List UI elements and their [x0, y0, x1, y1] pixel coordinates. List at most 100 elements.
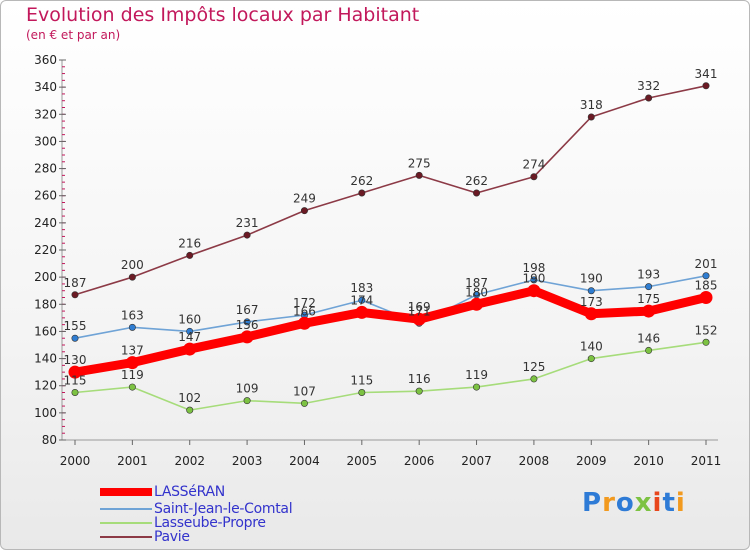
- data-label-lasseube-propre: 102: [178, 391, 201, 405]
- data-label-pavie: 341: [695, 67, 718, 81]
- data-label-layer: 130 137 147 156 166 174 169 180 190 173 175 185 155 1…: [64, 67, 718, 405]
- data-point-pavie: [243, 231, 251, 239]
- series-line-lasseube-propre: [74, 341, 707, 411]
- data-point-lasseran: [125, 356, 139, 370]
- data-point-lasseube-propre: [243, 397, 251, 405]
- y-tick-label: 220: [34, 243, 57, 257]
- legend-label-pavie: Pavie: [154, 529, 190, 545]
- data-point-saint-jean-le-comtal: [587, 287, 595, 295]
- x-tick-label: 2011: [691, 454, 722, 468]
- series-line-pavie: [74, 84, 707, 296]
- data-label-lasseran: 173: [580, 295, 603, 309]
- data-point-saint-jean-le-comtal: [645, 283, 653, 291]
- data-label-lasseube-propre: 125: [522, 360, 545, 374]
- x-tick-label: 2005: [347, 454, 378, 468]
- data-point-lasseube-propre: [128, 383, 136, 391]
- data-point-saint-jean-le-comtal: [128, 323, 136, 331]
- x-tick-label: 2001: [117, 454, 148, 468]
- y-tick-label: 160: [34, 324, 57, 338]
- data-label-saint-jean-le-comtal: 198: [522, 261, 545, 275]
- legend-swatch-saint-jean-le-comtal: [100, 508, 152, 510]
- data-label-lasseran: 175: [637, 292, 660, 306]
- data-label-pavie: 262: [350, 174, 373, 188]
- legend-item-lasseran[interactable]: LASSéRAN: [100, 484, 225, 500]
- x-tick-label: 2003: [232, 454, 263, 468]
- legend-item-lasseube-propre[interactable]: Lasseube-Propre: [100, 515, 266, 531]
- y-tick-label: 300: [34, 134, 57, 148]
- series-line-saint-jean-le-comtal: [74, 274, 707, 340]
- data-label-lasseran: 166: [293, 304, 316, 318]
- chart-title: Evolution des Impôts locaux par Habitant: [26, 4, 420, 26]
- data-label-lasseran: 156: [236, 318, 259, 332]
- data-label-lasseube-propre: 115: [350, 374, 373, 388]
- y-tick-label: 180: [34, 297, 57, 311]
- data-label-lasseube-propre: 109: [236, 382, 259, 396]
- data-point-saint-jean-le-comtal: [71, 334, 79, 342]
- data-point-lasseran: [68, 365, 82, 379]
- data-point-lasseube-propre: [702, 338, 710, 346]
- data-point-pavie: [645, 94, 653, 102]
- y-tick-label: 200: [34, 270, 57, 284]
- data-point-pavie: [71, 291, 79, 299]
- y-tick-label: 340: [34, 80, 57, 94]
- data-point-pavie: [473, 189, 481, 197]
- data-point-lasseube-propre: [645, 346, 653, 354]
- data-point-pavie: [702, 82, 710, 90]
- data-label-lasseran: 169: [408, 300, 431, 314]
- x-tick-label: 2009: [576, 454, 607, 468]
- x-tick-label: 2007: [461, 454, 492, 468]
- data-label-saint-jean-le-comtal: 187: [465, 276, 488, 290]
- x-tick-label: 2008: [519, 454, 550, 468]
- legend-item-saint-jean-le-comtal[interactable]: Saint-Jean-le-Comtal: [100, 501, 293, 517]
- legend-item-pavie[interactable]: Pavie: [100, 529, 190, 545]
- data-label-saint-jean-le-comtal: 193: [637, 268, 660, 282]
- data-label-saint-jean-le-comtal: 160: [178, 312, 201, 326]
- data-label-pavie: 332: [637, 79, 660, 93]
- chart-axes: 80 100 120 140 160 180 200 220 240 260 280 300 320 34…: [34, 53, 721, 468]
- y-tick-label: 280: [34, 162, 57, 176]
- data-label-pavie: 231: [236, 216, 259, 230]
- chart-subtitle: (en € et par an): [26, 28, 121, 42]
- data-label-pavie: 249: [293, 192, 316, 206]
- logo-letter: x: [634, 488, 653, 518]
- y-tick-label: 320: [34, 107, 57, 121]
- legend-swatch-pavie: [100, 536, 152, 538]
- data-label-lasseube-propre: 107: [293, 384, 316, 398]
- y-tick-label: 360: [34, 53, 57, 67]
- logo-letter: o: [615, 488, 635, 518]
- data-label-pavie: 216: [178, 236, 201, 250]
- data-point-pavie: [587, 113, 595, 121]
- data-point-lasseran: [642, 304, 656, 318]
- data-point-saint-jean-le-comtal: [702, 272, 710, 280]
- data-point-lasseube-propre: [415, 387, 423, 395]
- data-point-pavie: [128, 273, 136, 281]
- data-point-lasseran: [470, 297, 484, 311]
- data-point-lasseran: [699, 291, 713, 304]
- data-label-pavie: 274: [522, 158, 545, 172]
- data-label-lasseube-propre: 116: [408, 372, 431, 386]
- proxiti-logo: Proxiti: [582, 488, 686, 518]
- y-tick-label: 120: [34, 379, 57, 393]
- legend-label-saint-jean-le-comtal: Saint-Jean-le-Comtal: [154, 501, 293, 517]
- y-tick-label: 100: [34, 406, 57, 420]
- data-point-lasseube-propre: [71, 388, 79, 396]
- data-label-lasseube-propre: 140: [580, 340, 603, 354]
- data-point-lasseube-propre: [587, 355, 595, 363]
- data-point-lasseran: [584, 307, 598, 321]
- series-line-lasseran: [70, 286, 711, 377]
- data-point-lasseran: [355, 305, 369, 319]
- data-label-pavie: 200: [121, 258, 144, 272]
- data-label-pavie: 318: [580, 98, 603, 112]
- data-label-lasseran: 174: [350, 293, 373, 307]
- x-tick-label: 2006: [404, 454, 435, 468]
- data-label-lasseran: 185: [695, 279, 718, 293]
- data-label-lasseube-propre: 119: [465, 368, 488, 382]
- data-label-saint-jean-le-comtal: 183: [350, 281, 373, 295]
- data-label-saint-jean-le-comtal: 172: [293, 296, 316, 310]
- x-tick-label: 2010: [633, 454, 664, 468]
- data-label-saint-jean-le-comtal: 171: [408, 304, 431, 318]
- data-point-pavie: [186, 251, 194, 259]
- data-point-lasseube-propre: [300, 399, 308, 407]
- logo-letter: t: [662, 488, 676, 518]
